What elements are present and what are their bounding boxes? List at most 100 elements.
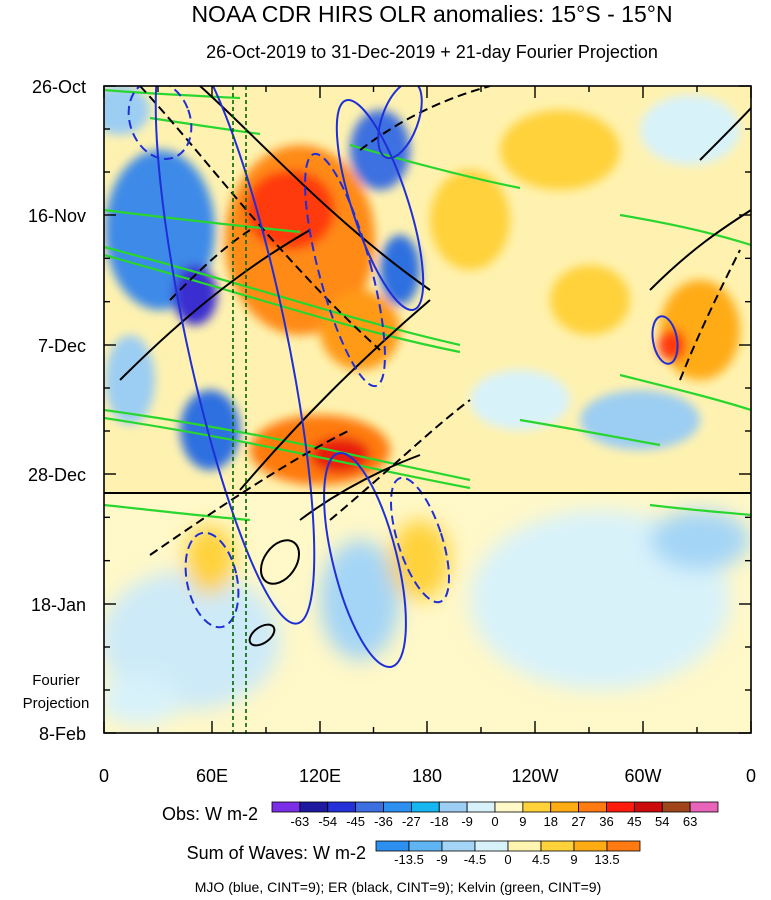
- er-contour: [679, 249, 741, 381]
- colorbar-tick-label: -36: [374, 814, 393, 829]
- y-tick-label: 18-Jan: [31, 595, 86, 615]
- er-contour: [119, 229, 311, 381]
- mjo-contour: [377, 86, 423, 160]
- mjo-contours: [127, 86, 679, 669]
- obs-blob: [180, 390, 240, 470]
- colorbar-swatch: [441, 840, 476, 852]
- colorbar-swatch: [408, 840, 443, 852]
- mjo-contour: [651, 315, 679, 365]
- er-contour: [649, 209, 751, 291]
- colorbar-swatch: [633, 801, 663, 813]
- obs-blob: [500, 110, 620, 190]
- colorbar-swatch: [606, 801, 635, 813]
- colorbar-tick-label: -45: [346, 814, 365, 829]
- obs-blob: [430, 170, 510, 270]
- obs-blob: [470, 370, 570, 430]
- colorbar-tick-label: 0: [491, 814, 498, 829]
- kelvin-contours: [104, 88, 751, 522]
- colorbar-tick-label: -63: [290, 814, 309, 829]
- mjo-contour: [154, 86, 316, 625]
- kelvin-contour: [619, 213, 751, 247]
- x-tick-label: 120E: [299, 766, 341, 786]
- colorbar-swatch: [375, 840, 410, 852]
- y-tick-label: 26-Oct: [32, 77, 86, 97]
- colorbar-swatch: [474, 840, 509, 852]
- colorbar-swatch: [578, 801, 607, 813]
- er-contour: [149, 429, 351, 556]
- y-tick-label: 28-Dec: [28, 465, 86, 485]
- er-contour: [699, 107, 751, 161]
- colorbar-tick-label: 45: [627, 814, 641, 829]
- colorbar-swatch: [438, 801, 468, 813]
- projection-blob: [650, 510, 750, 570]
- colorbar-swatch: [299, 801, 329, 813]
- chart-subtitle: 26-Oct-2019 to 31-Dec-2019 + 21-day Four…: [206, 42, 658, 62]
- obs-colorbar-label: Obs: W m-2: [162, 804, 258, 824]
- kelvin-contour: [104, 408, 471, 482]
- colorbar-swatch: [355, 801, 384, 813]
- colorbar-tick-label: 4.5: [532, 852, 550, 867]
- obs-blob: [245, 170, 335, 250]
- x-tick-label: 180: [412, 766, 442, 786]
- colorbar-tick-label: -13.5: [394, 852, 424, 867]
- er-contour: [248, 623, 276, 647]
- projection-blob: [185, 525, 235, 595]
- colorbar-tick-label: -18: [430, 814, 449, 829]
- obs-blob: [104, 86, 150, 135]
- colorbar-swatch: [327, 801, 357, 813]
- obs-blob: [320, 290, 400, 370]
- colorbar-tick-label: -27: [402, 814, 421, 829]
- colorbar-swatch: [540, 840, 575, 852]
- er-contour: [259, 539, 301, 585]
- projection-label: Fourier: [32, 672, 80, 689]
- mjo-contour: [127, 86, 193, 160]
- colorbar-swatch: [689, 801, 719, 813]
- colorbar-tick-label: 18: [544, 814, 558, 829]
- waves-colorbar: -13.5 -9 -4.5 0 4.5 9 13.5: [375, 840, 641, 867]
- colorbar-swatch: [606, 840, 641, 852]
- mjo-contour: [304, 152, 386, 388]
- x-tick-label: 60W: [624, 766, 661, 786]
- colorbar-swatch: [271, 801, 301, 813]
- projection-blob: [320, 540, 400, 660]
- colorbar-tick-label: -9: [436, 852, 448, 867]
- chart-title: NOAA CDR HIRS OLR anomalies: 15°S - 15°N: [191, 1, 672, 27]
- axis-ticks: [103, 85, 752, 734]
- kelvin-contour: [104, 245, 461, 347]
- waves-colorbar-label: Sum of Waves: W m-2: [187, 843, 366, 863]
- obs-blob: [658, 329, 686, 361]
- colorbar-swatch: [383, 801, 412, 813]
- projection-anomaly-blobs: [104, 510, 750, 725]
- obs-blob: [380, 235, 420, 305]
- x-tick-label: 60E: [196, 766, 228, 786]
- projection-label: Projection: [23, 695, 90, 712]
- colorbar-tick-label: 63: [683, 814, 697, 829]
- colorbar-tick-label: -54: [318, 814, 337, 829]
- obs-blob: [173, 265, 217, 325]
- colorbar-swatch: [522, 801, 552, 813]
- colorbar-swatch: [507, 840, 542, 852]
- projection-blob: [390, 520, 450, 600]
- colorbar-swatch: [494, 801, 524, 813]
- kelvin-contour: [104, 416, 471, 490]
- kelvin-contour: [104, 503, 251, 522]
- footnote: MJO (blue, CINT=9); ER (black, CINT=9); …: [195, 879, 602, 895]
- colorbar-tick-label: 36: [599, 814, 613, 829]
- y-tick-label: 8-Feb: [39, 724, 86, 744]
- colorbar-tick-label: 13.5: [594, 852, 619, 867]
- colorbar-tick-label: 9: [570, 852, 577, 867]
- obs-colorbar: -63 -54 -45 -36 -27 -18 -9 0 9 18 27 36 45 54 63: [271, 801, 719, 829]
- kelvin-contour: [649, 503, 751, 517]
- projection-blob: [104, 675, 180, 725]
- x-tick-label: 0: [746, 766, 756, 786]
- obs-blob: [550, 265, 630, 335]
- colorbar-swatch: [550, 801, 580, 813]
- kelvin-contour: [349, 143, 521, 190]
- kelvin-contour: [104, 253, 461, 354]
- er-contour: [329, 399, 471, 521]
- kelvin-contour: [619, 373, 751, 412]
- colorbar-tick-label: 9: [519, 814, 526, 829]
- plot-area: [104, 86, 751, 733]
- obs-blob: [640, 95, 740, 165]
